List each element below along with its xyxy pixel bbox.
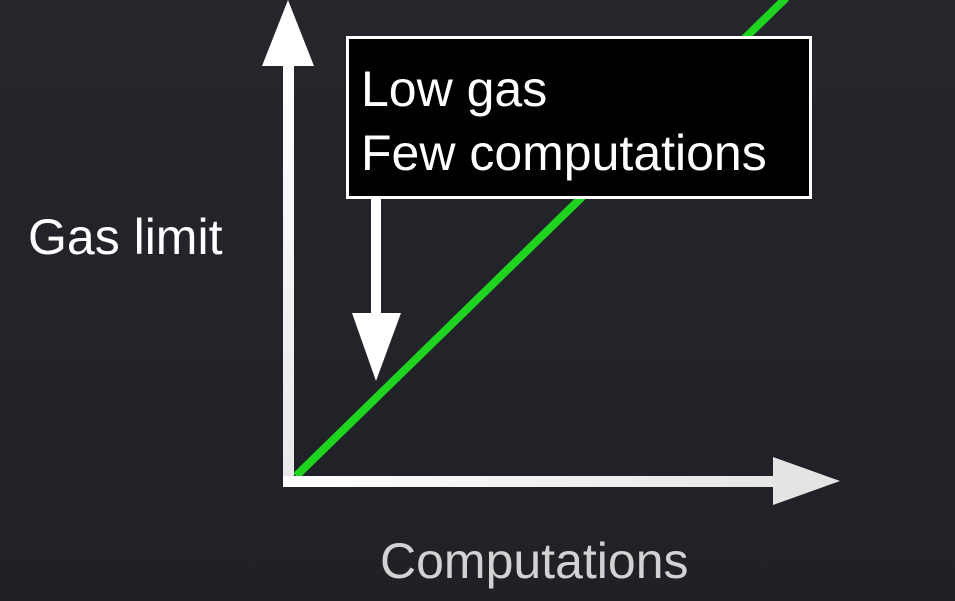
x-axis-label: Computations xyxy=(380,533,689,589)
y-axis-arrowhead xyxy=(262,0,314,66)
callout-box: Low gas Few computations xyxy=(346,36,812,199)
callout-line-1: Low gas xyxy=(361,61,548,117)
callout-pointer-arrow xyxy=(352,199,401,381)
x-axis xyxy=(283,457,840,505)
y-axis-label: Gas limit xyxy=(28,209,223,265)
y-axis xyxy=(262,0,314,486)
x-axis-arrowhead xyxy=(773,457,840,505)
callout-line-2: Few computations xyxy=(361,125,767,181)
